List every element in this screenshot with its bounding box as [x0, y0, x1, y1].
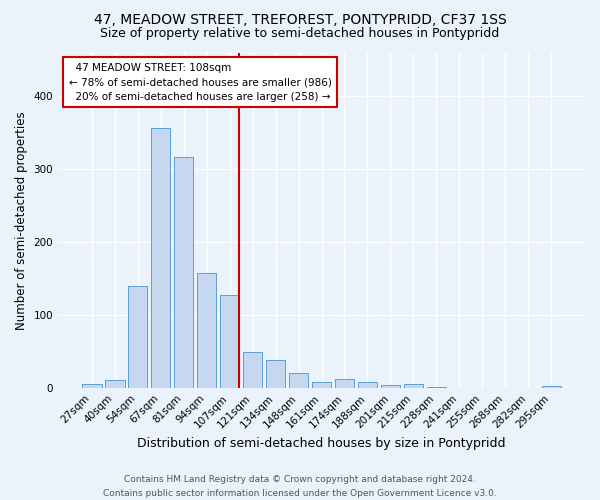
Bar — [427, 387, 446, 388]
Bar — [197, 273, 217, 388]
Bar — [542, 386, 561, 388]
Text: 47 MEADOW STREET: 108sqm  
← 78% of semi-detached houses are smaller (986)
  20%: 47 MEADOW STREET: 108sqm ← 78% of semi-d… — [68, 62, 331, 102]
Bar — [128, 286, 148, 388]
Bar — [335, 379, 354, 388]
Bar — [151, 128, 170, 388]
Text: 47, MEADOW STREET, TREFOREST, PONTYPRIDD, CF37 1SS: 47, MEADOW STREET, TREFOREST, PONTYPRIDD… — [94, 12, 506, 26]
Bar — [404, 384, 423, 388]
Bar — [105, 380, 125, 388]
Bar — [380, 384, 400, 388]
Bar — [358, 382, 377, 388]
Bar — [312, 382, 331, 388]
Bar — [289, 373, 308, 388]
Y-axis label: Number of semi-detached properties: Number of semi-detached properties — [15, 111, 28, 330]
Bar — [243, 352, 262, 389]
Bar — [82, 384, 101, 388]
Bar — [220, 295, 239, 388]
Text: Contains HM Land Registry data © Crown copyright and database right 2024.
Contai: Contains HM Land Registry data © Crown c… — [103, 476, 497, 498]
Bar — [174, 157, 193, 388]
Text: Size of property relative to semi-detached houses in Pontypridd: Size of property relative to semi-detach… — [100, 28, 500, 40]
X-axis label: Distribution of semi-detached houses by size in Pontypridd: Distribution of semi-detached houses by … — [137, 437, 506, 450]
Bar — [266, 360, 286, 388]
